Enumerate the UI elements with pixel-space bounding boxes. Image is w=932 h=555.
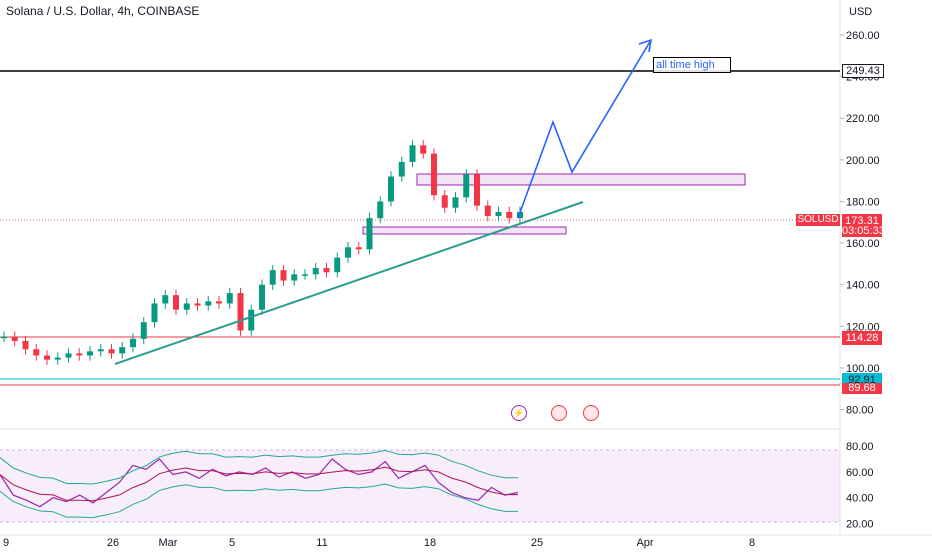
candle-body	[226, 293, 233, 304]
candle-body	[280, 270, 287, 281]
red-level-tag-2: 89.68	[842, 383, 882, 394]
rsi-band	[0, 450, 840, 522]
candle-body	[194, 303, 201, 306]
candle-body	[1, 336, 7, 339]
time-axis-label: 5	[229, 537, 235, 549]
price-axis-label: 160.00	[846, 238, 880, 250]
candle-body	[495, 211, 502, 217]
candle-body	[323, 268, 330, 273]
price-axis-label: 80.00	[846, 405, 874, 417]
candle-body	[388, 176, 394, 202]
candles-group	[1, 140, 523, 365]
candle-body	[65, 353, 72, 358]
candle-body	[22, 340, 29, 350]
candle-body	[173, 295, 179, 310]
candle-body	[441, 195, 448, 208]
candle-body	[87, 351, 93, 356]
candle-body	[140, 322, 147, 339]
countdown-tag: 03:05:33	[842, 225, 885, 237]
candle-body	[334, 257, 341, 273]
candle-body	[420, 145, 427, 154]
us-flag-event-icon-2[interactable]	[583, 405, 599, 421]
rsi-line	[0, 458, 519, 508]
red-level-tag-1: 114.28	[842, 331, 882, 345]
candle-body	[119, 347, 126, 354]
time-axis-label: 26	[107, 537, 119, 549]
candle-body	[302, 274, 308, 276]
candle-body	[248, 309, 255, 331]
candle-body	[259, 284, 265, 310]
symbol-tag: SOLUSD	[796, 214, 840, 226]
candle-body	[517, 211, 523, 219]
chart-title: Solana / U.S. Dollar, 4h, COINBASE	[6, 4, 200, 18]
ath-annotation[interactable]: all time high	[653, 57, 731, 73]
candle-body	[54, 357, 61, 360]
candle-body	[291, 274, 298, 281]
candle-body	[452, 197, 459, 208]
currency-label[interactable]: USD	[849, 6, 873, 18]
candle-body	[44, 355, 50, 360]
time-axis-label: 11	[316, 537, 327, 549]
price-axis-label: 120.00	[846, 321, 880, 333]
time-axis-label: 8	[749, 537, 755, 549]
lightning-event-icon[interactable]: ⚡	[511, 405, 527, 421]
rsi-group	[0, 449, 519, 519]
time-axis-label: Apr	[636, 537, 653, 549]
candle-body	[205, 301, 212, 306]
resistance-zone[interactable]	[416, 173, 746, 186]
support-trendline[interactable]	[114, 201, 584, 365]
rsi-lower-band	[0, 483, 518, 519]
candle-body	[398, 161, 405, 177]
candle-body	[108, 349, 115, 354]
price-axis-label: 260.00	[846, 30, 880, 42]
price-axis-label: 200.00	[846, 155, 880, 167]
candle-body	[33, 349, 40, 356]
candle-body	[463, 174, 470, 198]
rsi-axis-label: 80.00	[846, 441, 874, 453]
rsi-axis-label: 40.00	[846, 493, 874, 505]
candle-body	[130, 338, 136, 348]
candle-body	[409, 145, 416, 162]
candle-body	[237, 293, 244, 331]
time-axis-label: 25	[531, 537, 543, 549]
time-axis-label: Mar	[159, 537, 178, 549]
candle-body	[183, 303, 190, 310]
price-axis-label: 220.00	[846, 113, 880, 125]
candle-body	[76, 353, 83, 356]
time-axis-label: 9	[3, 537, 9, 549]
time-axis-label: 18	[424, 537, 436, 549]
projection-path[interactable]	[517, 39, 652, 219]
current-price-tag: 173.31	[842, 214, 882, 228]
rsi-average-line	[0, 466, 518, 502]
candle-body	[151, 303, 158, 323]
candle-body	[312, 268, 319, 275]
rsi-axis-label: 60.00	[846, 467, 874, 479]
candle-body	[366, 218, 373, 250]
rsi-upper-band	[0, 449, 518, 485]
price-axis-label: 180.00	[846, 196, 880, 208]
candle-body	[216, 301, 222, 304]
candle-body	[269, 270, 276, 285]
candle-body	[11, 336, 18, 341]
support-zone[interactable]	[362, 226, 567, 235]
ath-price-tag: 249.43	[842, 64, 884, 78]
us-flag-event-icon-1[interactable]	[551, 405, 567, 421]
rsi-axis[interactable]: 20.00 40.00 60.00 80.00	[846, 441, 874, 531]
candle-body	[484, 205, 491, 217]
candle-body	[97, 349, 104, 352]
price-axis-label: 140.00	[846, 280, 880, 292]
candle-body	[355, 247, 362, 250]
projection-arrowhead	[638, 38, 653, 53]
rsi-axis-label: 20.00	[846, 519, 874, 531]
candle-body	[162, 295, 169, 304]
candle-body	[431, 153, 437, 196]
candle-body	[506, 211, 513, 219]
candle-body	[377, 201, 384, 219]
price-axis-label: 100.00	[846, 363, 880, 375]
candle-body	[474, 174, 480, 206]
candle-body	[345, 247, 351, 258]
time-axis[interactable]: 9 26 Mar 5 11 18 25 Apr 8	[3, 537, 755, 549]
